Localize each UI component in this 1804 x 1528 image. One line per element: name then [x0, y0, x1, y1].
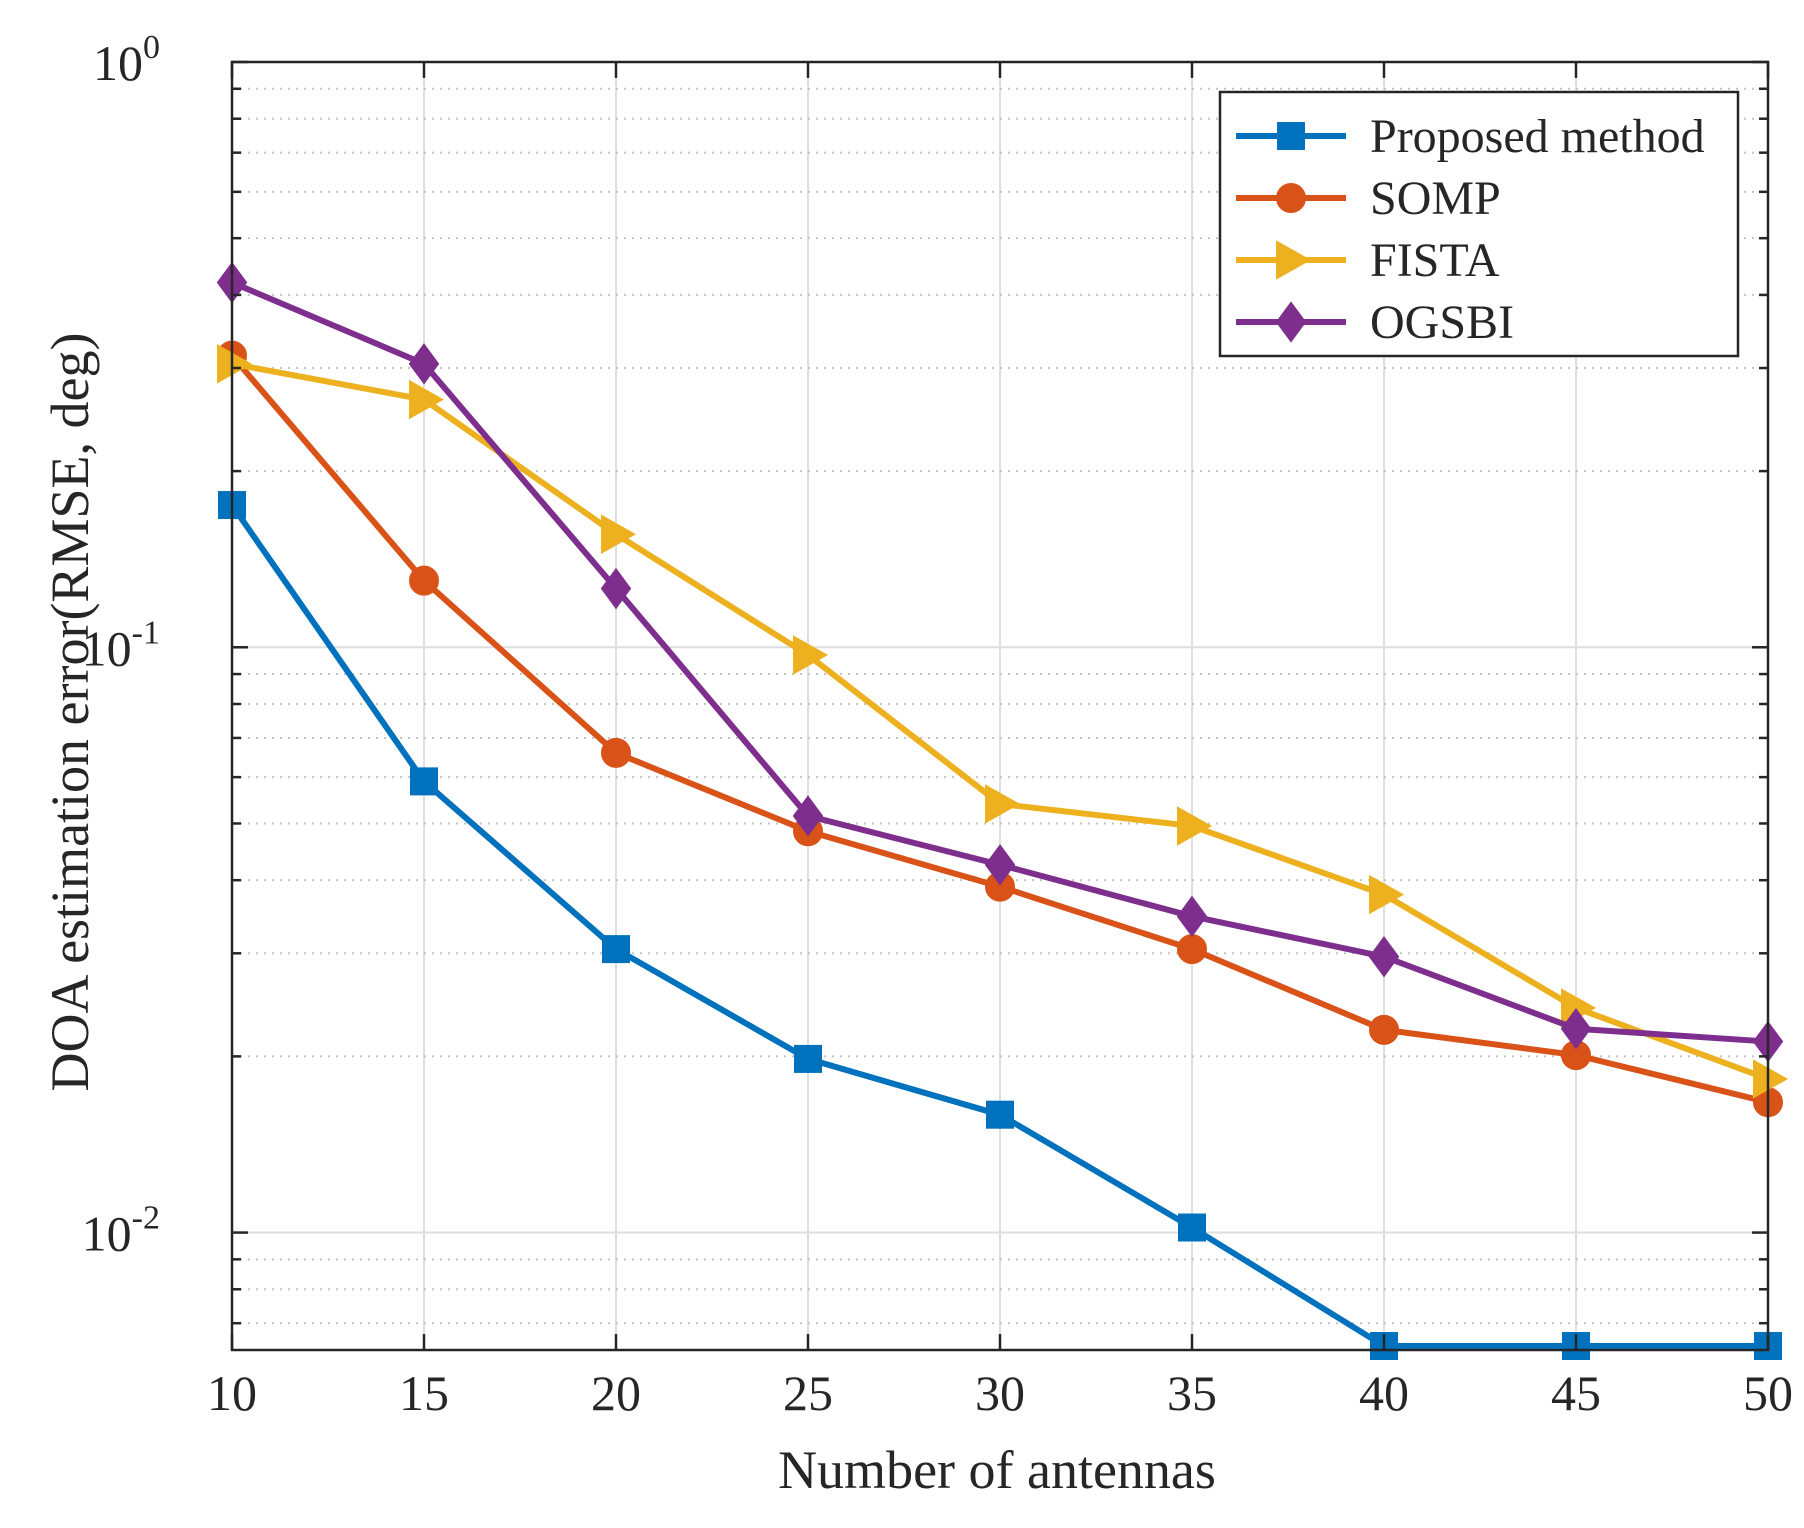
data-point-fista: [793, 635, 829, 675]
data-point-fista: [985, 784, 1021, 824]
series-proposed-method: [218, 491, 1782, 1360]
data-point-proposed-method: [986, 1100, 1014, 1129]
x-tick-label: 20: [591, 1365, 641, 1421]
data-point-ogsbi: [1368, 936, 1400, 978]
data-point-somp: [1177, 934, 1207, 965]
y-tick-exponent: -1: [132, 614, 160, 651]
y-tick-label: 10-2: [82, 1200, 160, 1262]
data-point-somp: [601, 737, 631, 768]
x-tick-label: 30: [975, 1365, 1025, 1421]
x-tick-label: 15: [399, 1365, 449, 1421]
y-tick-base: 10: [82, 620, 132, 676]
legend-label: FISTA: [1370, 234, 1500, 287]
data-point-fista: [1753, 1059, 1789, 1099]
data-point-ogsbi: [792, 795, 824, 837]
series-layer: [216, 261, 1789, 1360]
legend: Proposed method SOMP FISTA OGSBI: [1218, 90, 1740, 358]
data-point-ogsbi: [1560, 1008, 1592, 1050]
y-tick-base: 10: [82, 1206, 132, 1262]
y-tick-exponent: -2: [132, 1200, 160, 1237]
data-point-ogsbi: [984, 844, 1016, 886]
data-point-fista: [1369, 874, 1405, 915]
data-point-somp: [1369, 1014, 1399, 1045]
legend-item-fista: FISTA: [1236, 234, 1500, 287]
data-point-proposed-method: [1178, 1213, 1206, 1242]
data-point-ogsbi: [600, 567, 632, 610]
x-tick-label: 25: [783, 1365, 833, 1421]
legend-marker: [1276, 183, 1306, 213]
data-point-fista: [601, 514, 637, 554]
series-fista: [217, 344, 1789, 1099]
x-tick-label: 10: [207, 1365, 257, 1421]
x-axis-label: Number of antennas: [778, 1440, 1216, 1500]
data-point-fista: [1177, 806, 1213, 846]
legend-label: Proposed method: [1370, 110, 1705, 163]
y-tick-label: 10-1: [82, 614, 160, 676]
y-axis-label: DOA estimation error(RMSE, deg): [40, 333, 100, 1092]
x-tick-label: 45: [1551, 1365, 1601, 1421]
data-point-ogsbi: [1176, 895, 1208, 938]
data-point-fista: [409, 379, 445, 420]
legend-item-ogsbi: OGSBI: [1236, 296, 1514, 349]
legend-label: SOMP: [1370, 172, 1501, 225]
y-tick-label: 100: [93, 29, 160, 91]
legend-marker: [1277, 122, 1305, 150]
data-point-proposed-method: [410, 767, 438, 796]
legend-marker: [1275, 301, 1307, 343]
data-point-ogsbi: [408, 343, 440, 385]
legend-item-somp: SOMP: [1236, 172, 1501, 225]
data-point-proposed-method: [602, 935, 630, 964]
x-tick-label: 40: [1359, 1365, 1409, 1421]
data-point-fista: [217, 344, 253, 384]
legend-label: OGSBI: [1370, 296, 1514, 349]
data-point-somp: [409, 565, 439, 596]
legend-item-proposed-method: Proposed method: [1236, 110, 1705, 163]
legend-marker: [1276, 240, 1312, 280]
x-tick-label: 35: [1167, 1365, 1217, 1421]
x-tick-label: 50: [1743, 1365, 1793, 1421]
axes: [230, 60, 1770, 1352]
data-point-proposed-method: [794, 1044, 822, 1073]
y-tick-exponent: 0: [143, 29, 160, 66]
y-tick-base: 10: [93, 35, 143, 91]
